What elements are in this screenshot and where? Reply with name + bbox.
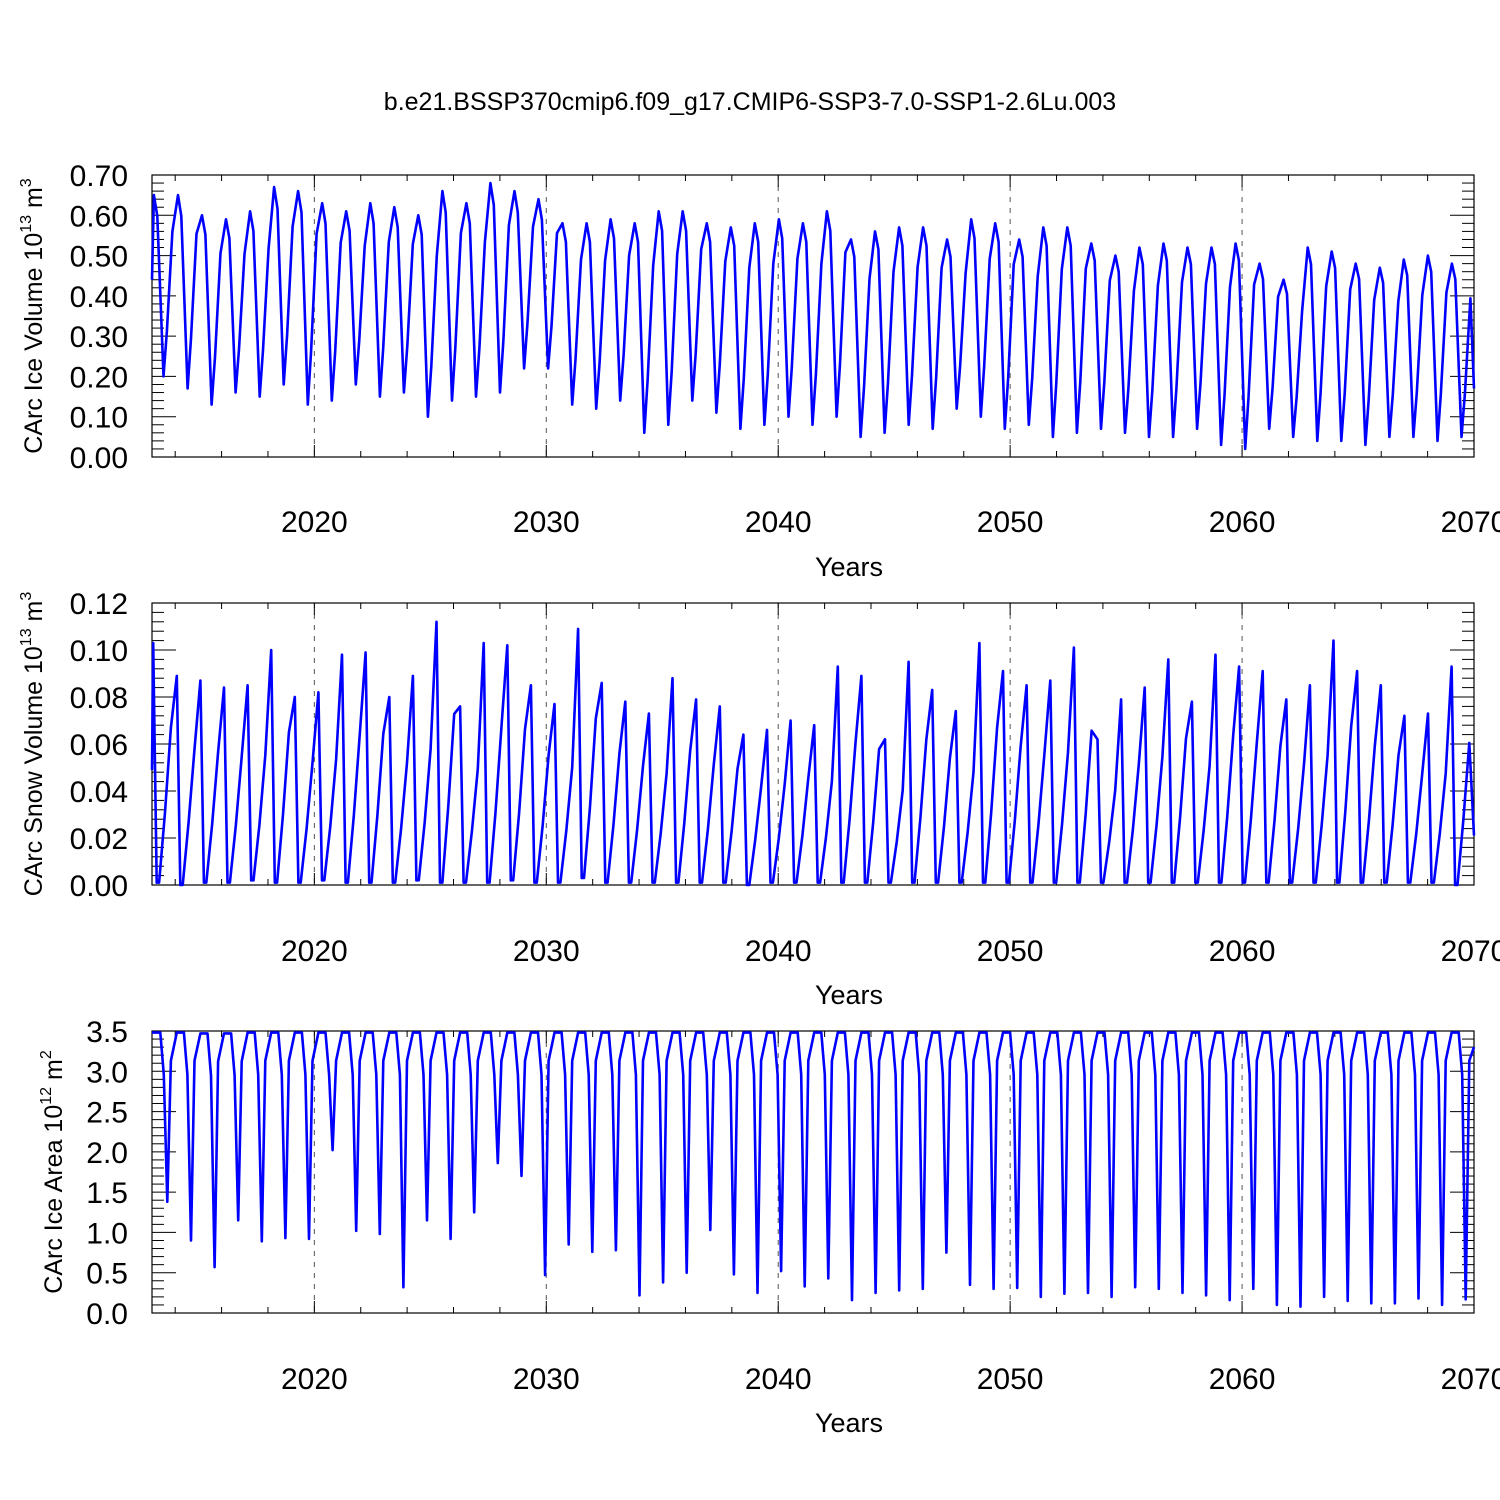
y-tick-label: 2.0 [86, 1137, 128, 1170]
x-tick-label: 2070 [1441, 935, 1500, 968]
series-line-snow-volume [150, 620, 1476, 887]
y-tick-label: 0.06 [70, 729, 128, 762]
y-tick-label: 1.5 [86, 1177, 128, 1210]
x-tick-label: 2030 [513, 506, 580, 539]
y-tick-label: 0.00 [70, 870, 128, 903]
x-tick-label: 2050 [977, 1363, 1044, 1396]
y-tick-label: 1.0 [86, 1217, 128, 1250]
y-axis-label: CArc Ice Area 1012 m2 [38, 1050, 68, 1294]
x-tick-label: 2040 [745, 1363, 812, 1396]
x-tick-label: 2020 [281, 1363, 348, 1396]
y-tick-label: 0.10 [70, 402, 128, 435]
series-line-ice-area [151, 1031, 1476, 1308]
y-tick-label: 0.12 [70, 588, 128, 621]
x-tick-label: 2040 [745, 506, 812, 539]
y-tick-label: 0.02 [70, 823, 128, 856]
y-tick-label: 3.5 [86, 1016, 128, 1049]
y-tick-label: 0.5 [86, 1258, 128, 1291]
y-tick-label: 0.50 [70, 241, 128, 274]
x-tick-label: 2020 [281, 506, 348, 539]
panel-ice-area: 0.0 0.5 1.0 1.5 2.0 2.5 3.0 3.5 2020 2030 2040 2050… [38, 1016, 1500, 1438]
x-tick-label: 2030 [513, 1363, 580, 1396]
axes-frame [151, 174, 1475, 458]
panels: 0.00 0.10 0.20 0.30 0.40 0.50 0.60 0.70 2020 2030… [18, 160, 1500, 1438]
y-axis-label: CArc Ice Volume 1013 m3 [18, 178, 48, 454]
x-tick-label: 2070 [1441, 506, 1500, 539]
x-axis-label: Years [815, 552, 883, 582]
y-tick-label: 0.70 [70, 160, 128, 193]
y-tick-label: 0.0 [86, 1298, 128, 1331]
x-tick-label: 2030 [513, 935, 580, 968]
x-tick-label: 2020 [281, 935, 348, 968]
y-tick-label: 2.5 [86, 1097, 128, 1130]
x-tick-label: 2060 [1209, 506, 1276, 539]
y-tick-label: 0.10 [70, 635, 128, 668]
y-tick-label: 0.20 [70, 361, 128, 394]
y-tick-label: 0.60 [70, 200, 128, 233]
y-tick-label: 0.04 [70, 776, 128, 809]
y-tick-label: 0.00 [70, 442, 128, 475]
x-tick-label: 2050 [977, 506, 1044, 539]
y-axis-label: CArc Snow Volume 1013 m3 [18, 592, 48, 897]
x-tick-label: 2070 [1441, 1363, 1500, 1396]
y-tick-label: 0.40 [70, 281, 128, 314]
axes-frame [151, 1030, 1475, 1314]
x-tick-label: 2060 [1209, 935, 1276, 968]
y-tick-label: 3.0 [86, 1056, 128, 1089]
x-tick-label: 2040 [745, 935, 812, 968]
x-tick-label: 2060 [1209, 1363, 1276, 1396]
y-tick-label: 0.08 [70, 682, 128, 715]
x-tick-label: 2050 [977, 935, 1044, 968]
y-tick-label: 0.30 [70, 321, 128, 354]
panel-ice-volume: 0.00 0.10 0.20 0.30 0.40 0.50 0.60 0.70 2020 2030… [18, 160, 1500, 582]
x-axis-label: Years [815, 980, 883, 1010]
figure-title: b.e21.BSSP370cmip6.f09_g17.CMIP6-SSP3-7.… [384, 88, 1116, 116]
panel-snow-volume: 0.00 0.02 0.04 0.06 0.08 0.10 0.12 2020 2030 2040… [18, 588, 1500, 1010]
x-axis-label: Years [815, 1408, 883, 1438]
series-line-ice-volume [150, 181, 1476, 451]
